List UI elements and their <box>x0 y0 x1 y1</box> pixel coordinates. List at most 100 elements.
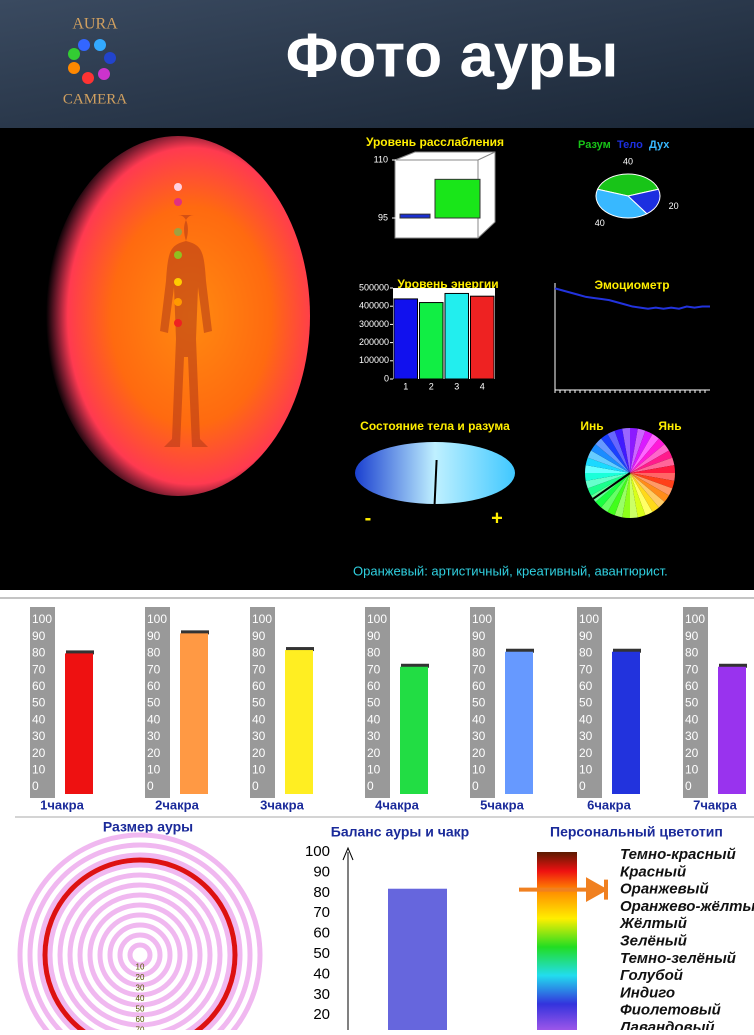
ring-label: 30 <box>136 984 145 993</box>
wheel-sector <box>587 450 630 473</box>
y-tick-label: 70 <box>252 662 266 676</box>
y-axis <box>342 846 354 1030</box>
value-label: 40 <box>595 218 605 228</box>
header-bg <box>0 0 754 128</box>
ring-label: 50 <box>136 1005 145 1014</box>
y-tick-label: 60 <box>367 679 381 693</box>
wheel-sector <box>601 473 630 512</box>
y-tick-label: 60 <box>313 925 330 942</box>
wheel-sector <box>585 457 630 473</box>
y-tick-label: 90 <box>32 629 46 643</box>
y-tick-label: 10 <box>685 762 699 776</box>
y-tick-label: 30 <box>147 729 161 743</box>
y-tick-label: 20 <box>367 746 381 760</box>
y-tick-label: 90 <box>472 629 486 643</box>
bar <box>470 295 495 380</box>
y-tick-label: 10 <box>367 762 381 776</box>
wheel-sector <box>630 473 653 516</box>
body-silhouette <box>160 215 212 447</box>
y-tick-label: 100 <box>685 612 705 626</box>
y-tick-label: 500000 <box>359 282 389 292</box>
selected-marker <box>519 877 609 903</box>
scale-bg <box>470 607 495 798</box>
y-tick-label: 20 <box>147 746 161 760</box>
needle <box>592 472 631 500</box>
y-tick-label: 30 <box>685 729 699 743</box>
x-tick-label: 7чакра <box>693 797 737 812</box>
wheel-sector <box>630 473 659 512</box>
y-tick-label: 80 <box>32 646 46 660</box>
wheel-sector <box>585 473 630 489</box>
chakra-dots <box>174 183 182 327</box>
color-label: Зелёный <box>620 932 687 949</box>
bar-shadow <box>181 630 209 635</box>
ring <box>27 842 253 1035</box>
y-tick-label: 70 <box>367 662 381 676</box>
value-label: 40 <box>623 156 633 166</box>
bar-shadow <box>66 650 94 655</box>
y-tick-label: 20 <box>579 746 593 760</box>
y-tick-label: 70 <box>32 662 46 676</box>
color-label: Красный <box>620 863 686 880</box>
wheel-sector <box>591 444 630 473</box>
bar <box>419 302 444 380</box>
y-tick-label: 100 <box>367 612 387 626</box>
chart-title: Уровень расслабления <box>366 135 504 149</box>
color-label: Жёлтый <box>619 915 687 932</box>
left-label: Инь <box>580 419 603 433</box>
color-scale <box>537 852 577 1035</box>
legend-label: Разум <box>578 139 611 151</box>
y-tick-label: 110 <box>374 154 388 164</box>
y-tick-label: 50 <box>579 696 593 710</box>
y-tick-label: 50 <box>32 696 46 710</box>
bar <box>612 651 640 794</box>
gauge <box>355 442 515 504</box>
chart-title: Персональный цветотип <box>550 824 723 840</box>
x-tick-label: 4 <box>480 381 485 391</box>
y-tick-label: 40 <box>367 712 381 726</box>
y-tick-label: 40 <box>579 712 593 726</box>
y-tick-label: 70 <box>147 662 161 676</box>
ring <box>67 882 213 1028</box>
y-tick-label: 50 <box>685 696 699 710</box>
y-tick-label: 80 <box>147 646 161 660</box>
y-tick-label: 100 <box>252 612 272 626</box>
y-tick-label: 0 <box>32 779 39 793</box>
ring <box>57 872 223 1035</box>
ring <box>117 932 163 978</box>
y-tick-label: 30 <box>313 986 330 1003</box>
chart-title: Состояние тела и разума <box>360 419 510 433</box>
logo-top: AURA <box>72 16 118 33</box>
ring <box>47 862 233 1035</box>
y-tick-label: 0 <box>685 779 692 793</box>
wheel-sector <box>622 428 630 473</box>
needle <box>433 459 438 505</box>
y-tick-label: 20 <box>685 746 699 760</box>
y-tick-label: 90 <box>147 629 161 643</box>
ring-label: 70 <box>136 1026 145 1030</box>
y-tick-label: 90 <box>252 629 266 643</box>
wheel-sector <box>630 457 675 473</box>
wheel-sector <box>630 473 675 489</box>
x-tick-label: 3чакра <box>260 797 304 812</box>
ring <box>127 942 153 968</box>
wheel-sector <box>630 473 646 518</box>
wheel-sector <box>630 428 646 473</box>
y-tick-label: 20 <box>313 1006 330 1023</box>
y-tick-label: 0 <box>579 779 586 793</box>
y-tick-label: 10 <box>579 762 593 776</box>
legend-label: Тело <box>617 139 643 151</box>
y-tick-label: 300000 <box>359 319 389 329</box>
y-tick-label: 50 <box>313 945 330 962</box>
line <box>554 287 710 310</box>
y-tick-label: 90 <box>367 629 381 643</box>
y-tick-label: 90 <box>313 863 330 880</box>
x-tick-label: 6чакра <box>587 797 631 812</box>
bar <box>718 666 746 794</box>
chart-title: Баланс ауры и чакр <box>331 824 469 840</box>
wheel-sector <box>630 473 665 508</box>
y-tick-label: 30 <box>367 729 381 743</box>
x-tick-label: 4чакра <box>375 797 419 812</box>
y-tick-label: 90 <box>685 629 699 643</box>
wheel-sector <box>614 473 630 518</box>
